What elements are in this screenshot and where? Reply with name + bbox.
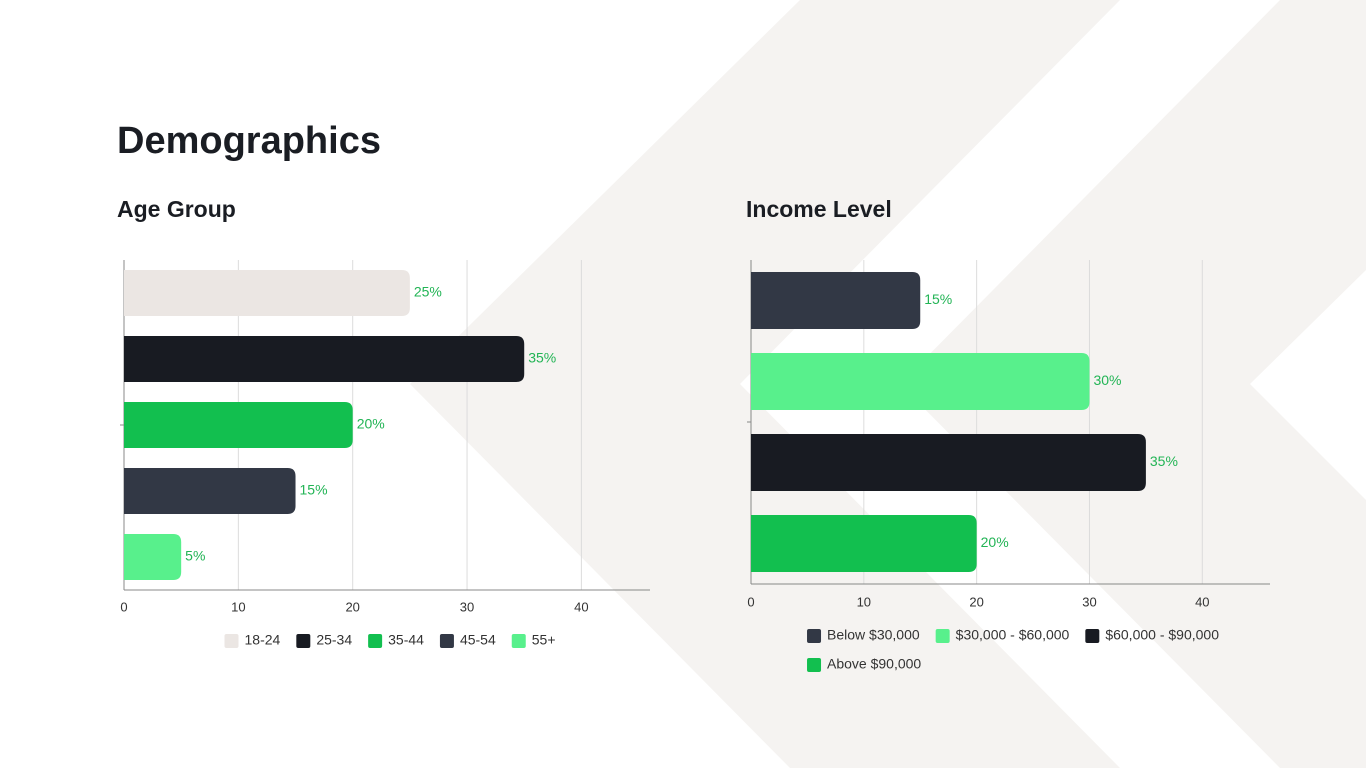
bar [751, 515, 977, 572]
decor-chevron [410, 0, 1120, 768]
x-tick-label: 0 [747, 594, 754, 609]
legend-swatch [807, 629, 822, 643]
chart-title: Age Group [117, 196, 236, 222]
legend-item: Above $90,000 [807, 656, 921, 672]
bar [124, 534, 182, 580]
legend-item: 55+ [511, 632, 556, 648]
value-label: 20% [357, 416, 385, 432]
x-tick-label: 30 [460, 599, 474, 614]
bar [124, 270, 410, 316]
legend-item: Below $30,000 [807, 627, 920, 643]
legend-swatch [807, 658, 822, 672]
legend-item: $30,000 - $60,000 [935, 627, 1070, 643]
x-tick-label: 10 [231, 599, 245, 614]
value-label: 15% [300, 482, 328, 498]
bar [124, 402, 353, 448]
legend-item: $60,000 - $90,000 [1085, 627, 1219, 643]
legend-label: Below $30,000 [827, 627, 920, 643]
value-label: 5% [185, 548, 205, 564]
legend-swatch [296, 634, 311, 648]
x-tick-label: 10 [857, 594, 871, 609]
chart-title: Income Level [746, 196, 892, 222]
legend-swatch [368, 634, 383, 648]
decor-chevron [900, 0, 1366, 768]
bar [751, 353, 1090, 410]
legend-item: 35-44 [368, 632, 424, 648]
value-label: 35% [528, 350, 556, 366]
value-label: 15% [924, 291, 952, 307]
x-tick-label: 40 [1195, 594, 1209, 609]
page-title: Demographics [117, 120, 381, 162]
legend-label: $30,000 - $60,000 [956, 627, 1070, 643]
legend-label: Above $90,000 [827, 656, 921, 672]
x-tick-label: 20 [969, 594, 983, 609]
bar [751, 434, 1146, 491]
bar [124, 336, 525, 382]
value-label: 35% [1150, 453, 1178, 469]
legend-swatch [935, 629, 950, 643]
legend-label: 35-44 [388, 632, 424, 648]
bar [124, 468, 296, 514]
legend-swatch [439, 634, 454, 648]
legend-label: $60,000 - $90,000 [1105, 627, 1219, 643]
legend-swatch [224, 634, 239, 648]
legend-item: 25-34 [296, 632, 352, 648]
legend-item: 45-54 [439, 632, 496, 648]
legend-label: 45-54 [460, 632, 496, 648]
legend-swatch [511, 634, 526, 648]
x-tick-label: 20 [345, 599, 359, 614]
legend-label: 55+ [532, 632, 556, 648]
legend-swatch [1085, 629, 1100, 643]
value-label: 25% [414, 284, 442, 300]
legend-label: 18-24 [245, 632, 281, 648]
value-label: 30% [1093, 372, 1121, 388]
legend-label: 25-34 [316, 632, 352, 648]
x-tick-label: 0 [120, 599, 127, 614]
value-label: 20% [981, 534, 1009, 550]
x-tick-label: 40 [574, 599, 588, 614]
bar [751, 272, 921, 329]
x-tick-label: 30 [1082, 594, 1096, 609]
legend-item: 18-24 [224, 632, 281, 648]
